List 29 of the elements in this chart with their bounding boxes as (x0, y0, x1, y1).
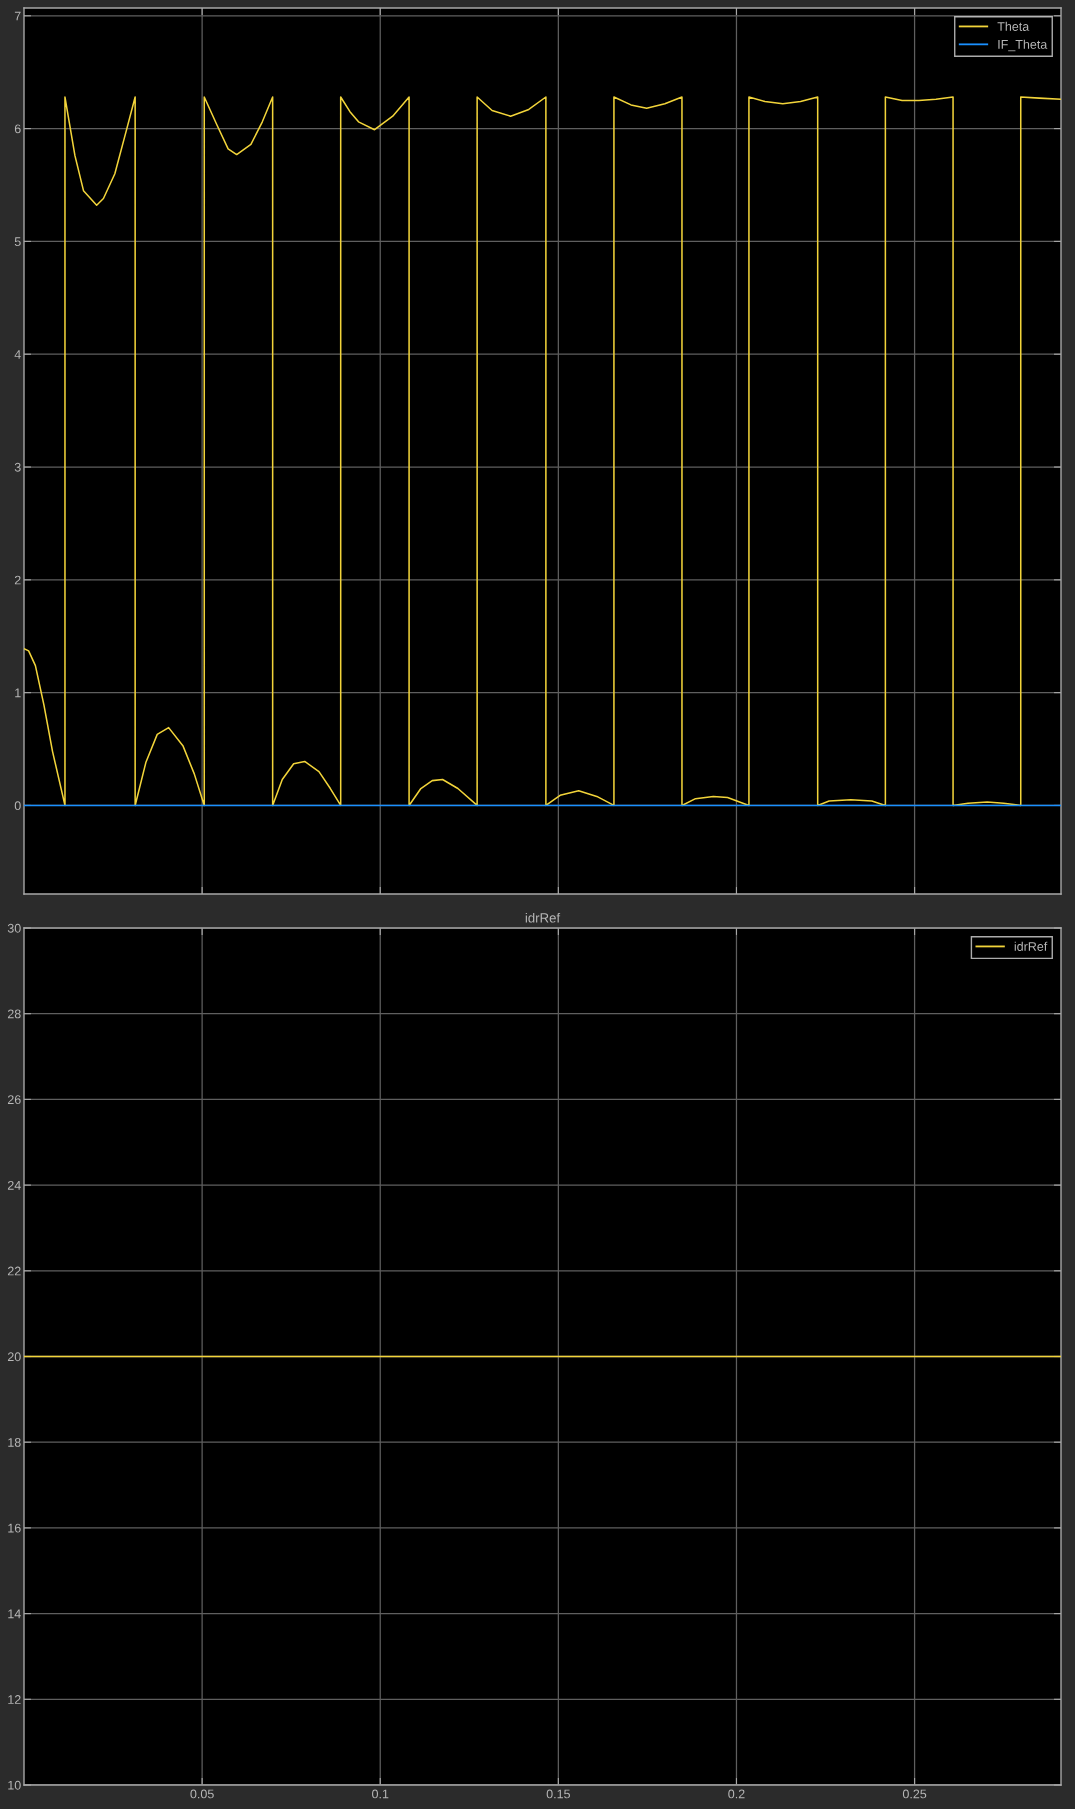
y-tick-label: 22 (7, 1266, 21, 1276)
y-tick-label: 18 (8, 1438, 21, 1447)
y-tick-label: 16 (8, 1523, 21, 1533)
line-series (24, 96, 1061, 807)
legend-label: idrRef (1014, 941, 1048, 951)
y-tick-label: 28 (7, 1009, 21, 1019)
legend-label: Theta (997, 21, 1030, 31)
x-tick-label: 0.05 (190, 1789, 214, 1799)
y-tick-label: 14 (8, 1609, 21, 1619)
x-tick-label: 0.25 (902, 1789, 927, 1799)
x-tick-label: 0.15 (546, 1789, 570, 1799)
y-tick-label: 24 (7, 1180, 21, 1190)
y-tick-label: 12 (8, 1695, 21, 1704)
y-tick-label: 6 (14, 124, 21, 134)
legend-label: IF_Theta (998, 39, 1048, 52)
y-tick-label: 26 (7, 1095, 21, 1105)
y-tick-label: 10 (8, 1780, 21, 1790)
y-tick-label: 5 (14, 237, 21, 247)
y-tick-label: 0 (14, 801, 21, 811)
x-tick-label: 0.1 (372, 1789, 389, 1799)
y-tick-label: 30 (7, 923, 21, 933)
x-tick-label: 0.2 (728, 1789, 745, 1799)
y-tick-label: 1 (15, 688, 21, 698)
y-tick-label: 4 (14, 350, 21, 359)
y-tick-label: 2 (14, 575, 21, 585)
chart-title: idrRef (525, 912, 561, 923)
y-tick-label: 3 (14, 462, 21, 472)
y-tick-label: 7 (14, 11, 21, 21)
y-tick-label: 20 (7, 1352, 21, 1362)
